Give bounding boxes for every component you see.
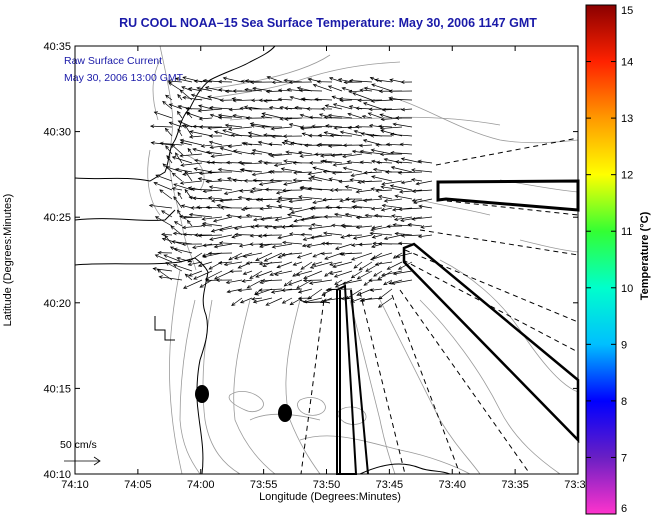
- y-tick-label: 40:20: [43, 298, 71, 310]
- y-tick-label: 40:25: [43, 212, 71, 224]
- surface-current-vectors: [148, 76, 433, 308]
- y-tick-label: 40:35: [43, 41, 71, 53]
- annotation-line-1: Raw Surface Current: [64, 55, 162, 67]
- temperature-colorbar: 6 7 8 9 10 11 12 13 14 15 Temperature (°C): [585, 4, 651, 515]
- x-tick-label: 74:00: [187, 479, 215, 491]
- colorbar-tick-label: 12: [621, 170, 633, 182]
- colorbar-tick-label: 14: [621, 57, 633, 69]
- x-tick-label: 73:55: [250, 479, 278, 491]
- x-tick-label: 73:40: [438, 479, 466, 491]
- y-axis-label: Latitude (Degrees:Minutes): [2, 194, 14, 327]
- colorbar-tick-label: 7: [621, 452, 627, 464]
- map-plot-area: 50 cm/s Raw Surface Current May 30, 2006…: [60, 45, 580, 475]
- x-tick-label: 73:30: [564, 479, 592, 491]
- colorbar-tick-label: 8: [621, 396, 627, 408]
- vector-scale: 50 cm/s: [60, 439, 101, 466]
- station-marker[interactable]: [278, 404, 292, 422]
- x-axis-label: Longitude (Degrees:Minutes): [259, 491, 401, 503]
- y-tick-label: 40:30: [43, 127, 71, 139]
- x-tick-label: 73:50: [313, 479, 341, 491]
- y-tick-label: 40:10: [43, 469, 71, 481]
- colorbar-label: Temperature (°C): [639, 211, 651, 300]
- y-tick-label: 40:15: [43, 383, 71, 395]
- coastline: [74, 45, 451, 475]
- x-tick-label: 74:05: [124, 479, 152, 491]
- y-axis-ticks: 40:10 40:15 40:20 40:25 40:30 40:35: [43, 41, 578, 481]
- x-tick-label: 73:35: [501, 479, 529, 491]
- x-tick-label: 74:10: [61, 479, 89, 491]
- colorbar-tick-label: 15: [621, 5, 633, 17]
- colorbar-tick-label: 11: [621, 226, 632, 238]
- station-marker[interactable]: [195, 385, 209, 403]
- x-tick-label: 73:45: [376, 479, 404, 491]
- annotation-line-2: May 30, 2006 13:00 GMT: [64, 72, 184, 84]
- scale-label: 50 cm/s: [60, 439, 97, 451]
- colorbar-tick-label: 10: [621, 283, 633, 295]
- colorbar-tick-label: 13: [621, 113, 633, 125]
- colorbar-tick-label: 9: [621, 339, 627, 351]
- x-axis-ticks: 74:10 74:05 74:00 73:55 73:50 73:45 73:40 73:35…: [61, 46, 592, 491]
- colorbar-tick-label: 6: [621, 503, 627, 515]
- map-title: RU COOL NOAA–15 Sea Surface Temperature:…: [119, 16, 537, 30]
